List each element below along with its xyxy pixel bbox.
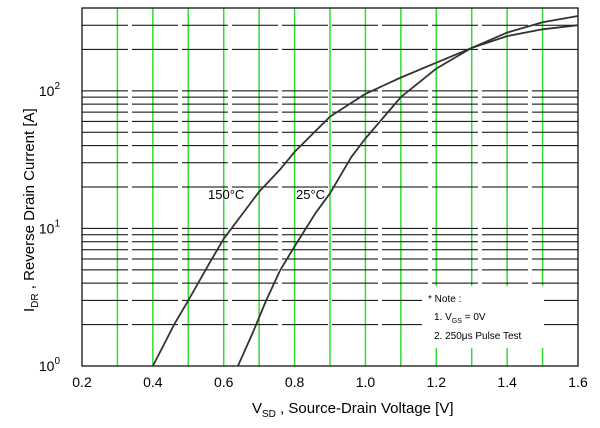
note-line-1-prefix: 1. V <box>434 312 452 323</box>
curve-label-150c: 150°C <box>208 187 244 202</box>
y-tick-exponent: 0 <box>54 356 60 367</box>
x-tick-label: 1.4 <box>497 374 517 390</box>
y-axis-subscript: DR <box>30 293 41 307</box>
x-tick-label: 1.0 <box>356 374 376 390</box>
y-tick-exponent: 2 <box>54 81 60 92</box>
x-axis-title: VSD , Source-Drain Voltage [V] <box>252 400 454 420</box>
note-box: * Note : 1. VGS = 0V 2. 250μs Pulse Test <box>422 286 544 348</box>
data-curves <box>152 15 579 367</box>
curve-150c <box>152 24 579 367</box>
y-tick-base: 10 <box>39 358 55 374</box>
note-line-1-suffix: = 0V <box>462 312 486 323</box>
x-tick-label: 1.2 <box>427 374 447 390</box>
plot-frame <box>81 7 579 367</box>
y-axis-title: IDR , Reverse Drain Current [A] <box>21 108 41 312</box>
note-line-2: 2. 250μs Pulse Test <box>434 331 522 342</box>
y-tick-base: 10 <box>39 83 55 99</box>
y-tick-label: 102 <box>39 81 61 99</box>
y-tick-label: 100 <box>39 356 61 374</box>
note-line-1: 1. VGS = 0V <box>434 312 486 325</box>
x-tick-label: 1.6 <box>568 374 588 390</box>
x-tick-label: 0.2 <box>72 374 92 390</box>
curve-25c <box>237 15 579 367</box>
y-tick-label: 101 <box>39 218 61 236</box>
x-tick-label: 0.4 <box>143 374 163 390</box>
y-tick-base: 10 <box>39 220 55 236</box>
note-line-1-subscript: GS <box>452 318 462 325</box>
x-tick-label: 0.8 <box>285 374 305 390</box>
y-axis-symbol: I <box>21 308 38 312</box>
y-tick-exponent: 1 <box>54 218 60 229</box>
x-tick-label: 0.6 <box>214 374 234 390</box>
note-background <box>422 286 544 348</box>
x-axis-symbol: V <box>252 400 262 417</box>
y-axis-text: , Reverse Drain Current [A] <box>21 108 38 293</box>
note-title: * Note : <box>428 294 461 305</box>
x-tick-labels: 0.2 0.4 0.6 0.8 1.0 1.2 1.4 1.6 <box>72 374 588 390</box>
x-axis-subscript: SD <box>262 409 276 420</box>
curve-label-25c: 25°C <box>296 187 325 202</box>
x-axis-text: , Source-Drain Voltage [V] <box>276 400 454 417</box>
